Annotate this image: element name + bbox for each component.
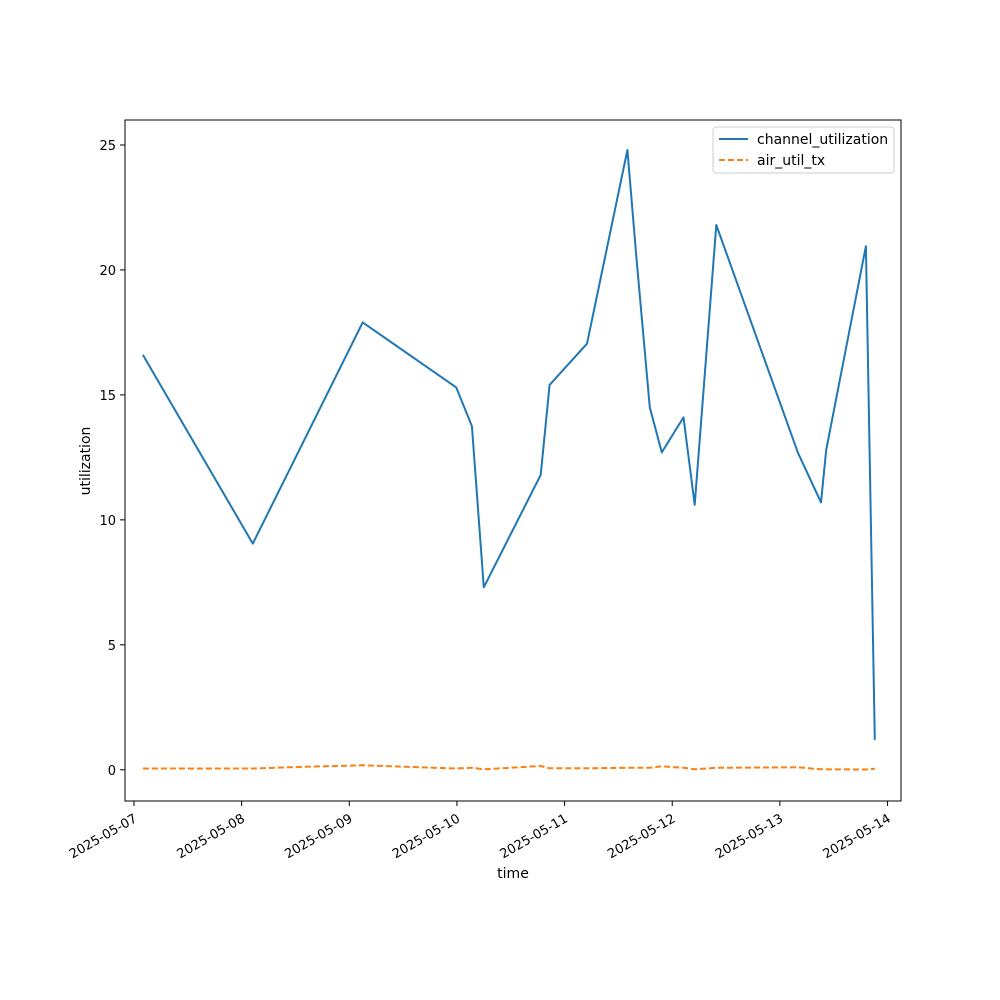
y-tick-label: 0 (108, 764, 116, 779)
series-line-air-util-tx (142, 764, 875, 771)
x-tick-label: 2025-05-10 (390, 811, 463, 862)
series-line-channel-utilization (142, 149, 876, 740)
y-tick-label: 15 (99, 389, 116, 404)
y-tick-label: 20 (99, 264, 116, 279)
x-axis-title: time (497, 866, 529, 882)
legend: channel_utilization air_util_tx (712, 126, 895, 174)
legend-label-channel-utilization: channel_utilization (757, 132, 888, 148)
legend-label-air-util-tx: air_util_tx (757, 153, 825, 169)
x-axis: 2025-05-07 2025-05-08 2025-05-09 2025-05-10… (67, 801, 894, 862)
x-tick-label: 2025-05-07 (67, 811, 140, 862)
y-tick-label: 5 (108, 639, 116, 654)
x-tick-label: 2025-05-11 (498, 811, 571, 862)
y-axis: 0 5 10 15 20 25 (99, 139, 125, 779)
x-tick-label: 2025-05-09 (282, 811, 355, 862)
x-tick-label: 2025-05-13 (713, 811, 786, 862)
x-tick-label: 2025-05-08 (175, 811, 248, 862)
y-axis-title: utilization (78, 427, 94, 496)
y-tick-label: 10 (99, 514, 116, 529)
legend-box (712, 126, 895, 174)
x-tick-label: 2025-05-14 (821, 811, 894, 862)
y-tick-label: 25 (99, 139, 116, 154)
axes-frame (124, 119, 902, 802)
x-tick-label: 2025-05-12 (605, 811, 678, 862)
plot-area (142, 149, 876, 771)
